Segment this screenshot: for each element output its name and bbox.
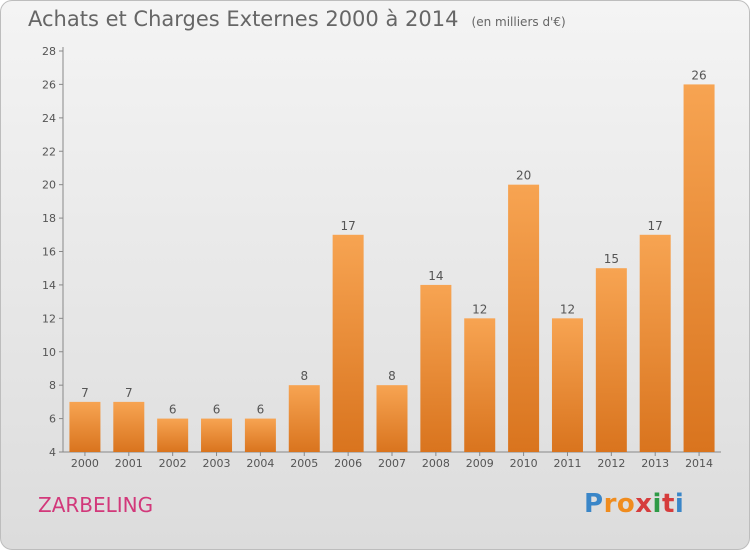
chart-title: Achats et Charges Externes 2000 à 2014 (…: [28, 7, 566, 31]
data-label: 7: [81, 386, 89, 400]
logo-letter: P: [584, 489, 604, 519]
x-tick-label: 2014: [685, 457, 713, 470]
data-label: 14: [428, 269, 443, 283]
x-tick-label: 2006: [334, 457, 362, 470]
y-tick-label: 6: [49, 413, 56, 426]
data-label: 6: [169, 403, 177, 417]
data-label: 20: [516, 169, 531, 183]
data-label: 26: [691, 68, 706, 82]
bar-2013: [639, 234, 671, 452]
y-tick-label: 14: [42, 279, 56, 292]
data-label: 8: [388, 369, 396, 383]
data-label: 8: [300, 369, 308, 383]
y-tick-label: 22: [42, 145, 56, 158]
logo-letter: i: [652, 489, 662, 519]
y-tick-label: 26: [42, 78, 56, 91]
x-tick-label: 2002: [159, 457, 187, 470]
y-tick-label: 16: [42, 246, 56, 259]
bar-2005: [288, 385, 320, 452]
y-tick-label: 24: [42, 112, 56, 125]
logo-letter: o: [616, 489, 636, 519]
x-tick-label: 2004: [246, 457, 274, 470]
logo-letter: t: [661, 489, 675, 519]
y-tick-label: 28: [42, 45, 56, 58]
bar-2010: [508, 184, 540, 452]
bar-2001: [113, 401, 145, 452]
x-tick-label: 2013: [641, 457, 669, 470]
bar-2002: [157, 418, 189, 452]
axes: 4 6 8 10 12 14 16 18 20 22 24 26 28 2000 2001 2002 2003 2…: [42, 45, 721, 470]
data-label: 17: [340, 219, 355, 233]
bar-2000: [69, 401, 101, 452]
bar-2007: [376, 385, 408, 452]
logo-letter: x: [635, 489, 653, 519]
x-tick-label: 2003: [203, 457, 231, 470]
x-tick-label: 2000: [71, 457, 99, 470]
y-tick-label: 18: [42, 212, 56, 225]
data-label: 6: [257, 403, 265, 417]
data-labels: 7 7 6 6 6 8 17 8 14 12 20 12 15 17 26: [81, 68, 707, 416]
x-tick-label: 2010: [510, 457, 538, 470]
x-tick-label: 2011: [553, 457, 581, 470]
bar-2011: [551, 318, 583, 452]
data-label: 12: [560, 302, 575, 316]
x-tick-label: 2008: [422, 457, 450, 470]
bar-2006: [332, 234, 364, 452]
bar-2009: [464, 318, 496, 452]
data-label: 7: [125, 386, 133, 400]
x-tick-label: 2012: [597, 457, 625, 470]
y-tick-label: 20: [42, 179, 56, 192]
commune-name: ZARBELING: [38, 493, 154, 517]
y-tick-label: 10: [42, 346, 56, 359]
x-tick-label: 2005: [290, 457, 318, 470]
bar-2004: [244, 418, 276, 452]
title-unit: (en milliers d'€): [471, 15, 566, 29]
bars: [69, 84, 715, 453]
y-tick-label: 4: [49, 446, 56, 459]
x-tick-label: 2001: [115, 457, 143, 470]
bar-2008: [420, 284, 452, 452]
logo-letter: r: [603, 489, 617, 519]
title-main: Achats et Charges Externes 2000 à 2014: [28, 7, 459, 31]
y-tick-label: 12: [42, 312, 56, 325]
data-label: 12: [472, 302, 487, 316]
proxiti-logo: Proxiti: [584, 489, 684, 519]
x-tick-label: 2009: [466, 457, 494, 470]
data-label: 17: [648, 219, 663, 233]
data-label: 6: [213, 403, 221, 417]
data-label: 15: [604, 252, 619, 266]
bar-2012: [595, 268, 627, 452]
bar-2014: [683, 84, 715, 453]
y-tick-label: 8: [49, 379, 56, 392]
bar-2003: [201, 418, 233, 452]
logo-letter: i: [674, 489, 685, 519]
x-tick-label: 2007: [378, 457, 406, 470]
